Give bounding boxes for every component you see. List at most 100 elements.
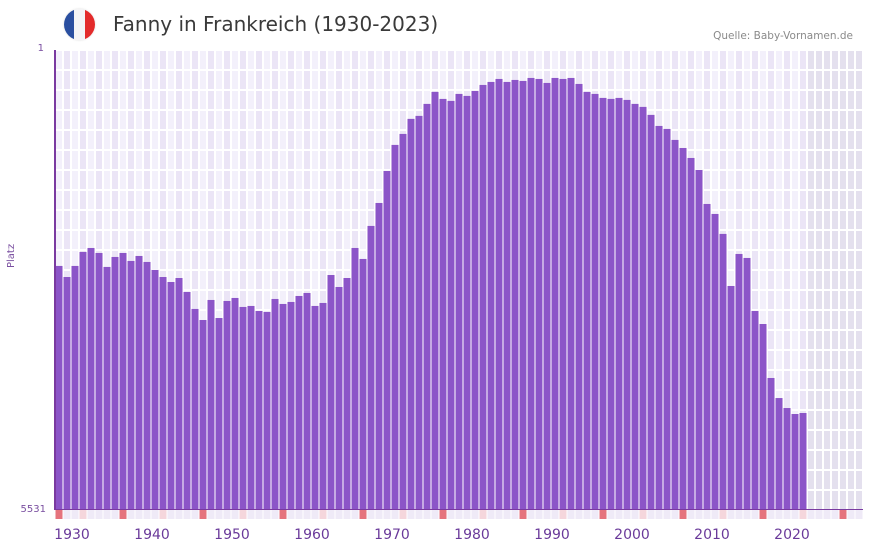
bar-1948 [199,320,207,510]
bar-1968 [359,258,367,510]
bar-1935 [95,252,103,510]
bar-1971 [383,170,391,510]
bar-1978 [439,98,447,510]
bar-1961 [303,292,311,510]
x-tick-label: 1950 [214,527,250,543]
bar-1940 [135,255,143,510]
bar-1981 [463,95,471,510]
bar-1980 [455,93,463,510]
bar-1942 [151,269,159,510]
y-axis-title: Platz [6,243,17,268]
bar-1974 [407,118,415,510]
bar-2001 [623,99,631,510]
x-tick-label: 1940 [134,527,170,543]
bar-1941 [143,261,151,510]
bar-1995 [575,83,583,510]
bar-1956 [263,311,271,510]
bar-1994 [567,77,575,510]
bar-2022 [791,414,799,510]
x-tick-label: 1960 [294,527,330,543]
bar-1938 [119,252,127,510]
bar-1951 [223,300,231,510]
bar-1985 [495,78,503,510]
bar-1960 [295,295,303,510]
bar-1936 [103,266,111,510]
bar-1973 [399,133,407,510]
bar-1977 [431,91,439,510]
bar-1967 [351,247,359,510]
bar-2023 [799,413,807,510]
bar-1954 [247,305,255,510]
bar-2018 [759,324,767,510]
bar-1986 [503,81,511,510]
bar-2002 [631,103,639,510]
bar-1996 [583,91,591,510]
bar-1997 [591,93,599,510]
bar-2013 [719,233,727,510]
bar-2003 [639,106,647,510]
bar-2011 [703,203,711,510]
bar-1962 [311,305,319,510]
bar-1949 [207,299,215,510]
x-tick-label: 1980 [454,527,490,543]
source-label: Quelle: Baby-Vornamen.de [713,30,853,42]
bar-1999 [607,98,615,510]
bar-1970 [375,202,383,510]
bar-1990 [535,78,543,510]
bar-1998 [599,97,607,510]
bar-1937 [111,256,119,510]
bar-1982 [471,90,479,510]
x-tick-label: 1930 [54,527,90,543]
bar-1959 [287,301,295,510]
x-tick-label: 1990 [534,527,570,543]
x-tick-label: 1970 [374,527,410,543]
bar-2008 [679,147,687,510]
bar-1965 [335,286,343,510]
bar-1944 [167,281,175,510]
bar-1988 [519,80,527,510]
bar-2000 [615,97,623,510]
bar-1952 [231,297,239,510]
bar-2012 [711,213,719,510]
bar-1993 [559,78,567,510]
bar-1958 [279,303,287,510]
bar-1947 [191,308,199,510]
bar-1963 [319,302,327,510]
bar-1930 [55,265,63,510]
bar-1979 [447,100,455,510]
bar-1969 [367,225,375,510]
x-axis-line [55,509,863,510]
bar-1987 [511,79,519,510]
bar-2009 [687,157,695,510]
bar-2010 [695,169,703,510]
bar-1964 [327,275,335,510]
france-flag-icon [64,9,95,40]
x-tick-label: 2010 [694,527,730,543]
flag-stripe-white [74,9,85,40]
bar-1984 [487,81,495,510]
bar-2016 [743,257,751,510]
chart-title: Fanny in Frankreich (1930-2023) [113,12,439,36]
bar-1991 [543,82,551,510]
bar-1933 [79,251,87,510]
bar-2006 [663,128,671,510]
bar-1946 [183,291,191,510]
bar-2004 [647,114,655,510]
bar-2021 [783,408,791,510]
bar-1953 [239,306,247,510]
bar-1983 [479,84,487,510]
bar-2005 [655,125,663,510]
flag-stripe-red [84,9,95,40]
bar-1972 [391,144,399,510]
x-tick-label: 2020 [774,527,810,543]
flag-stripe-blue [64,9,75,40]
bar-1989 [527,77,535,510]
y-axis-top-label: 1 [37,43,44,54]
y-axis-line [54,50,56,510]
year-marker-strip [55,510,863,519]
chart-plot-area [55,50,863,510]
bar-2007 [671,139,679,510]
bar-2015 [735,253,743,510]
bar-1939 [127,260,135,510]
bar-1966 [343,278,351,510]
